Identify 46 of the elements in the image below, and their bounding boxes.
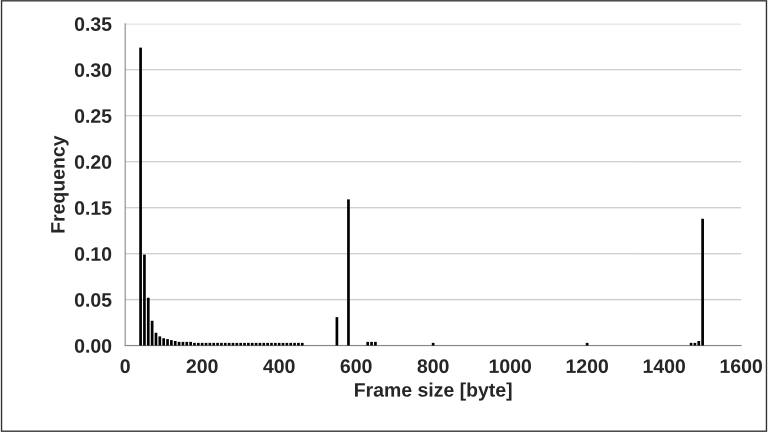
- y-tick-label: 0.05: [74, 293, 112, 307]
- y-tick-label: 0.15: [74, 201, 112, 215]
- bar: [166, 339, 169, 346]
- y-axis-title: Frequency: [51, 136, 69, 233]
- y-tick-label: 0.30: [74, 63, 112, 77]
- bar: [158, 336, 162, 346]
- bar: [370, 342, 373, 346]
- bar: [182, 342, 184, 346]
- bar: [216, 342, 219, 346]
- x-tick-label: 1400: [644, 359, 685, 374]
- bar: [254, 342, 258, 346]
- y-tick-label: 0.35: [74, 17, 112, 32]
- bar: [694, 342, 696, 346]
- x-tick-label: 0: [120, 359, 130, 374]
- bar: [347, 199, 350, 346]
- x-tick-label: 1000: [490, 359, 531, 374]
- bar: [690, 342, 692, 346]
- x-tick-label: 200: [186, 359, 218, 374]
- bar: [297, 342, 300, 346]
- bar: [258, 342, 262, 346]
- x-tick-label: 400: [263, 359, 295, 374]
- x-tick-label: 600: [340, 359, 372, 374]
- x-axis-title: Frame size [byte]: [355, 382, 512, 401]
- y-tick-label: 0.00: [74, 339, 112, 353]
- bar: [170, 340, 173, 346]
- x-tick-label: 1600: [720, 359, 762, 374]
- y-tick-label: 0.10: [74, 247, 112, 261]
- bar: [220, 342, 223, 346]
- bar: [204, 342, 208, 346]
- bar: [193, 342, 196, 346]
- y-tick-label: 0.20: [74, 155, 112, 169]
- bar: [374, 342, 377, 346]
- bar: [162, 338, 166, 346]
- bar: [336, 317, 338, 346]
- x-tick-label: 1200: [566, 359, 608, 374]
- bar: [701, 218, 704, 346]
- bar: [270, 342, 273, 346]
- x-tick-label: 800: [418, 359, 449, 374]
- bar: [139, 48, 142, 346]
- bar: [232, 342, 234, 346]
- y-tick-label: 0.25: [74, 109, 112, 123]
- bar: [243, 342, 246, 346]
- bar: [282, 342, 284, 346]
- bar: [293, 342, 296, 346]
- bar: [174, 341, 177, 346]
- bar: [178, 342, 180, 346]
